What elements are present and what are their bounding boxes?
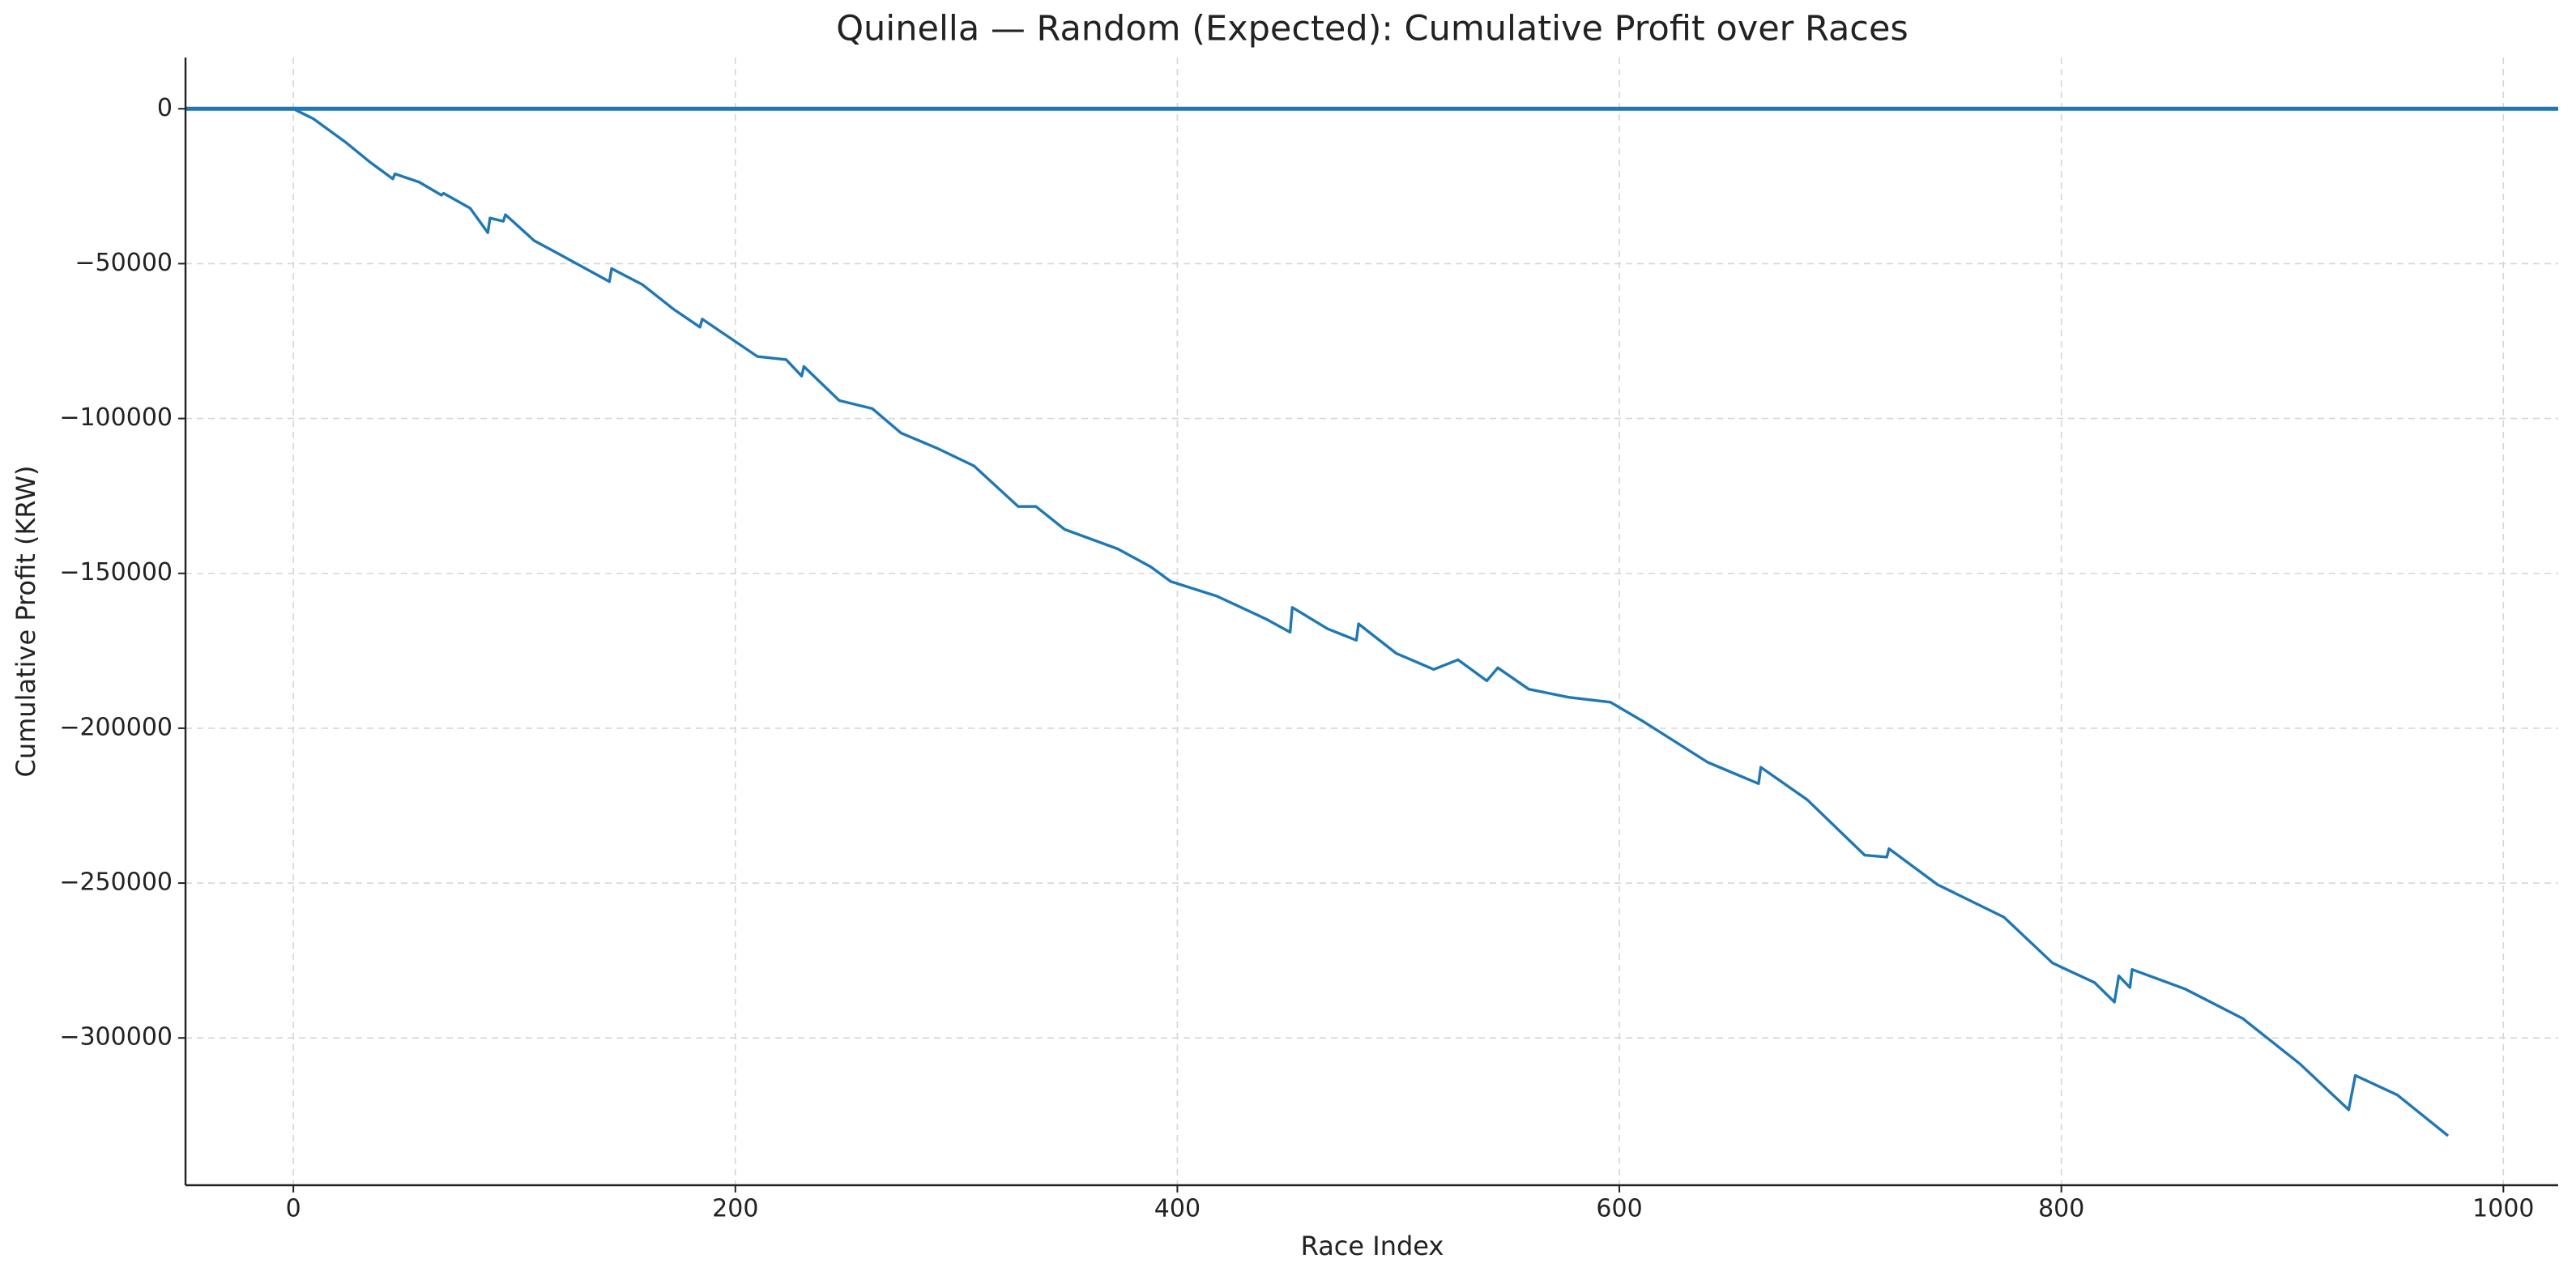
y-tick-label: 0 [157,94,173,122]
y-axis-label: Cumulative Profit (KRW) [11,466,41,778]
x-tick-label: 200 [712,1195,758,1223]
y-tick-label: −50000 [75,249,173,277]
y-tick-label: −100000 [59,403,173,432]
x-tick-label: 600 [1596,1195,1642,1223]
y-tick-label: −200000 [59,713,173,741]
x-tick-label: 0 [286,1195,301,1223]
x-tick-label: 800 [2038,1195,2084,1223]
x-tick-label: 1000 [2472,1195,2534,1223]
x-tick-label: 400 [1154,1195,1201,1223]
y-tick-label: −300000 [59,1023,173,1052]
data-line [292,107,2450,1137]
chart-title: Quinella — Random (Expected): Cumulative… [836,9,1909,49]
y-tick-label: −250000 [59,868,173,897]
y-tick-label: −150000 [59,558,173,587]
x-axis-label: Race Index [1301,1231,1444,1261]
